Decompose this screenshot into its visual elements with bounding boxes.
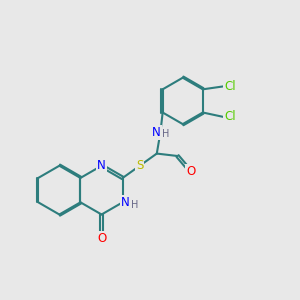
- Text: N: N: [121, 196, 130, 209]
- Text: Cl: Cl: [224, 80, 236, 93]
- Text: H: H: [131, 200, 139, 210]
- Text: O: O: [97, 232, 106, 245]
- Text: O: O: [186, 165, 196, 178]
- Text: N: N: [97, 159, 106, 172]
- Text: S: S: [136, 159, 143, 172]
- Text: H: H: [162, 129, 169, 139]
- Text: Cl: Cl: [224, 110, 236, 124]
- Text: N: N: [152, 126, 161, 139]
